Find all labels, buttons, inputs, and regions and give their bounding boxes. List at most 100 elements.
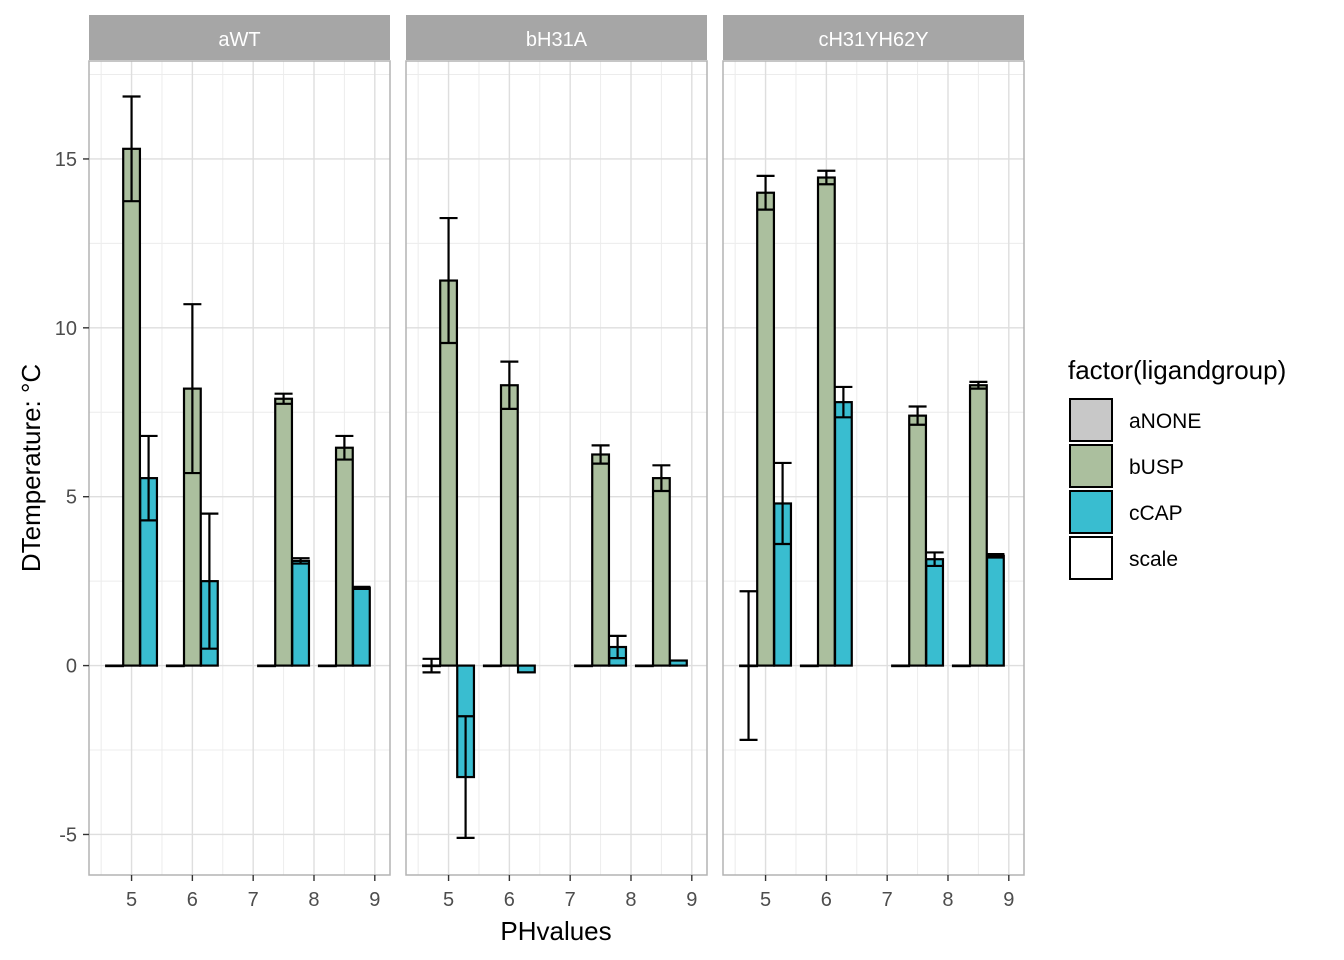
bar-aNONE-ph6 bbox=[165, 664, 185, 668]
y-tick-label: 15 bbox=[55, 149, 77, 171]
bar-aNONE-ph8.5 bbox=[951, 664, 971, 668]
legend: factor(ligandgroup) aNONE bUSP cCAP scale bbox=[1068, 355, 1286, 580]
x-tick-label: 6 bbox=[821, 889, 832, 911]
errorbar-cCAP-ph8.5 bbox=[986, 553, 1005, 559]
x-tick-label: 8 bbox=[308, 889, 319, 911]
x-tick-label: 5 bbox=[126, 889, 137, 911]
bars bbox=[739, 169, 1005, 741]
x-tick-label: 9 bbox=[686, 889, 697, 911]
panel-border bbox=[722, 60, 1025, 876]
bar-aNONE-ph8.5 bbox=[634, 664, 654, 668]
errorbar-cCAP-ph6 bbox=[834, 385, 853, 419]
errorbar-bUSP-ph6 bbox=[500, 360, 519, 410]
panel-cH31YH62Y: cH31YH62Y 5 6 7 8 9 bbox=[722, 15, 1025, 911]
y-tick-label: -5 bbox=[59, 824, 77, 846]
x-tick-label: 9 bbox=[369, 889, 380, 911]
bar-bUSP-ph7.5 bbox=[591, 453, 611, 667]
bar-cCAP-ph6 bbox=[516, 664, 536, 674]
bar-bUSP-ph8.5 bbox=[334, 446, 354, 667]
bar-aNONE-ph6 bbox=[482, 664, 502, 668]
bar-bUSP-ph7.5 bbox=[274, 397, 294, 667]
errorbar-aNONE-ph5 bbox=[422, 657, 441, 674]
legend-key-scale bbox=[1069, 536, 1113, 580]
bar-bUSP-ph8.5 bbox=[651, 477, 671, 667]
bar-bUSP-ph7.5 bbox=[908, 414, 928, 667]
errorbar-bUSP-ph8.5 bbox=[652, 464, 671, 493]
legend-key-bUSP bbox=[1069, 444, 1113, 488]
bar-aNONE-ph6 bbox=[799, 664, 819, 668]
x-tick-label: 8 bbox=[942, 889, 953, 911]
errorbar-cCAP-ph6 bbox=[200, 512, 219, 650]
errorbar-bUSP-ph8.5 bbox=[969, 380, 988, 390]
bars bbox=[422, 216, 688, 839]
bar-cCAP-ph8.5 bbox=[668, 659, 688, 667]
bar-cCAP-ph7.5 bbox=[291, 559, 311, 667]
bar-cCAP-ph6 bbox=[833, 401, 853, 667]
x-axis-title: PHvalues bbox=[500, 916, 611, 946]
y-tick-label: 10 bbox=[55, 318, 77, 340]
strip-background bbox=[406, 15, 707, 60]
x-tick-label: 9 bbox=[1003, 889, 1014, 911]
legend-label-aNONE: aNONE bbox=[1129, 410, 1201, 433]
x-tick-label: 7 bbox=[882, 889, 893, 911]
panels: aWT 5 6 7 8 9 bH31A 5 6 7 8 9 cH31YH62Y 5 6 7 8 9 bbox=[88, 15, 1025, 911]
bar-bUSP-ph5 bbox=[756, 191, 776, 667]
errorbar-bUSP-ph7.5 bbox=[274, 392, 293, 405]
errorbar-cCAP-ph7.5 bbox=[925, 551, 944, 568]
errorbar-aNONE-ph5 bbox=[739, 590, 758, 741]
bar-aNONE-ph7.5 bbox=[891, 664, 911, 668]
legend-label-cCAP: cCAP bbox=[1129, 502, 1183, 525]
x-tick-label: 6 bbox=[187, 889, 198, 911]
bar-cCAP-ph8.5 bbox=[985, 554, 1005, 667]
strip-background bbox=[89, 15, 390, 60]
errorbar-bUSP-ph8.5 bbox=[335, 434, 354, 461]
y-axis: -5 0 5 10 15 bbox=[55, 149, 89, 846]
y-axis-title: DTemperature: °C bbox=[16, 364, 46, 572]
panel-bH31A: bH31A 5 6 7 8 9 bbox=[405, 15, 708, 911]
x-tick-label: 8 bbox=[625, 889, 636, 911]
bar-bUSP-ph6 bbox=[499, 384, 519, 667]
y-tick-label: 0 bbox=[66, 656, 77, 678]
legend-key-cCAP bbox=[1069, 490, 1113, 534]
strip-label: aWT bbox=[218, 29, 260, 51]
bar-bUSP-ph8.5 bbox=[968, 384, 988, 667]
bar-aNONE-ph7.5 bbox=[257, 664, 277, 668]
errorbar-cCAP-ph7.5 bbox=[291, 557, 310, 565]
bar-bUSP-ph5 bbox=[122, 147, 142, 667]
errorbar-bUSP-ph5 bbox=[122, 95, 141, 203]
errorbar-cCAP-ph5 bbox=[139, 434, 158, 522]
errorbar-cCAP-ph7.5 bbox=[608, 634, 627, 660]
panel-border bbox=[88, 60, 391, 876]
legend-key-aNONE bbox=[1069, 398, 1113, 442]
strip-label: cH31YH62Y bbox=[818, 29, 928, 51]
errorbar-bUSP-ph6 bbox=[817, 169, 836, 186]
errorbar-cCAP-ph5 bbox=[456, 715, 475, 839]
bars bbox=[105, 95, 371, 668]
legend-label-scale: scale bbox=[1129, 548, 1178, 571]
bar-bUSP-ph6 bbox=[816, 176, 836, 667]
strip-label: bH31A bbox=[526, 29, 588, 51]
bar-aNONE-ph8.5 bbox=[317, 664, 337, 668]
x-tick-label: 5 bbox=[443, 889, 454, 911]
errorbar-bUSP-ph5 bbox=[756, 174, 775, 211]
errorbar-cCAP-ph8.5 bbox=[352, 585, 371, 591]
x-tick-label: 7 bbox=[248, 889, 259, 911]
errorbar-bUSP-ph7.5 bbox=[908, 405, 927, 426]
x-tick-label: 5 bbox=[760, 889, 771, 911]
errorbar-bUSP-ph5 bbox=[439, 216, 458, 345]
bar-cCAP-ph8.5 bbox=[351, 586, 371, 667]
bar-aNONE-ph5 bbox=[105, 664, 125, 668]
y-tick-label: 5 bbox=[66, 487, 77, 509]
panel-aWT: aWT 5 6 7 8 9 bbox=[88, 15, 391, 911]
legend-label-bUSP: bUSP bbox=[1129, 456, 1184, 479]
errorbar-bUSP-ph7.5 bbox=[591, 444, 610, 465]
strip-background bbox=[723, 15, 1024, 60]
x-tick-label: 6 bbox=[504, 889, 515, 911]
errorbar-bUSP-ph6 bbox=[183, 303, 202, 475]
panel-border bbox=[405, 60, 708, 876]
legend-title: factor(ligandgroup) bbox=[1068, 355, 1286, 385]
bar-cCAP-ph7.5 bbox=[925, 558, 945, 667]
x-tick-label: 7 bbox=[565, 889, 576, 911]
errorbar-cCAP-ph5 bbox=[773, 461, 792, 546]
